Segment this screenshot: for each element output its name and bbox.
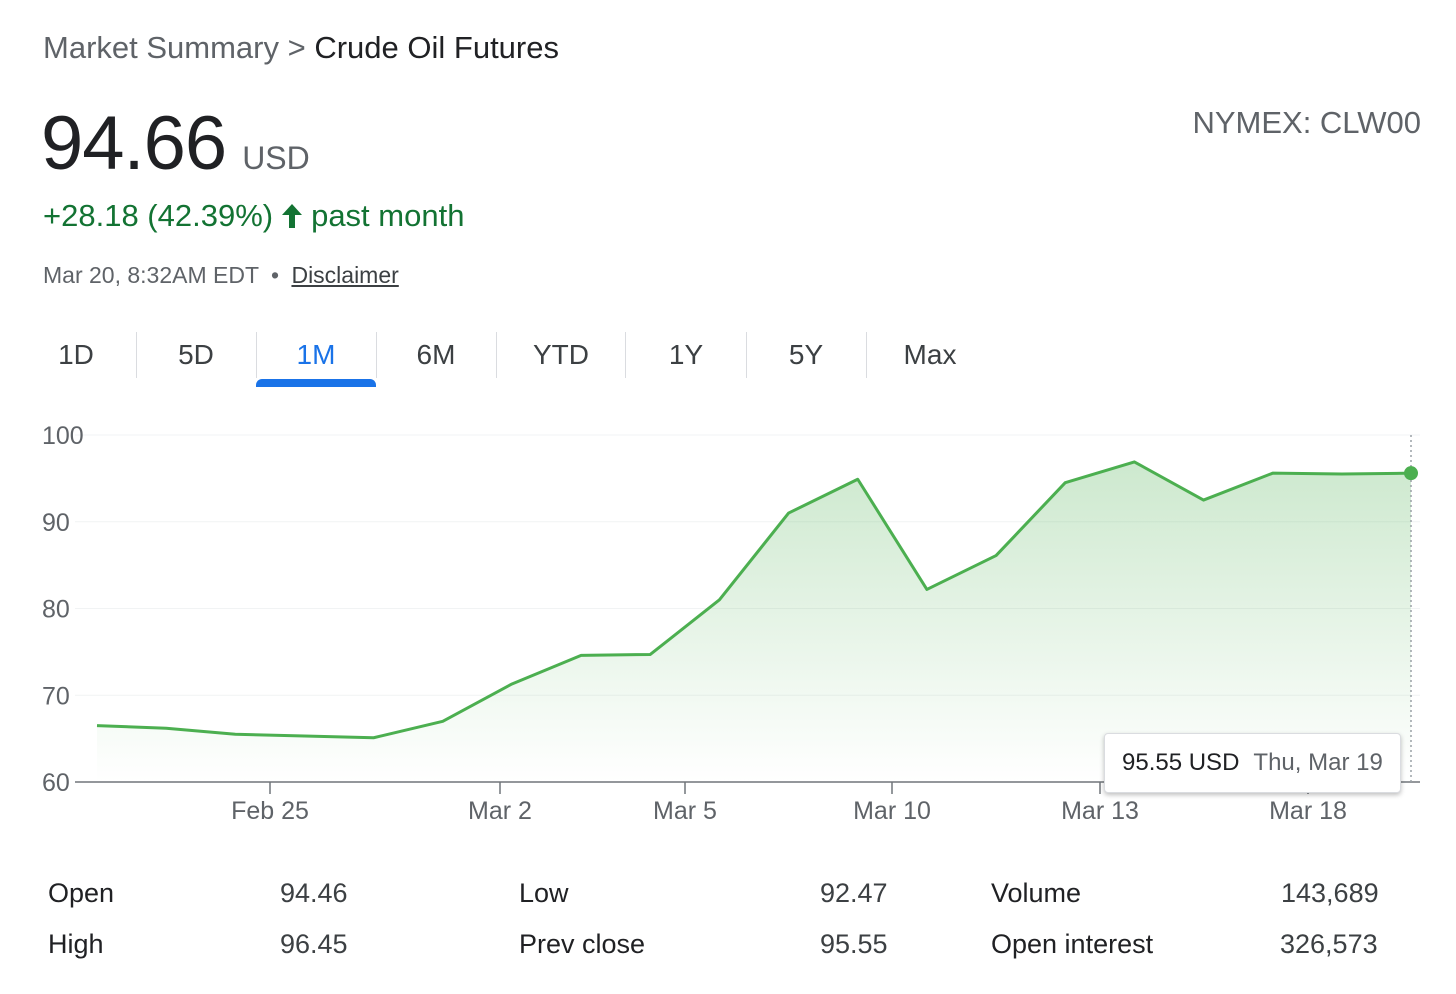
currency-label: USD (242, 140, 310, 176)
stat-value-prev-close: 95.55 (820, 929, 888, 959)
x-tick-label: Mar 2 (468, 797, 532, 825)
stat-label-volume: Volume (991, 878, 1082, 908)
tab-divider (496, 332, 497, 378)
price-area (97, 461, 1411, 782)
x-tick-label: Mar 18 (1269, 797, 1347, 825)
tab-divider (746, 332, 747, 378)
tab-max[interactable]: Max (903, 339, 957, 370)
tab-divider (625, 332, 626, 378)
tab-1d[interactable]: 1D (58, 339, 94, 370)
y-tick-label: 60 (42, 769, 70, 797)
chart-tooltip: 95.55 USD Thu, Mar 19 (1104, 733, 1401, 793)
tab-divider (256, 332, 257, 378)
breadcrumb-separator: > (287, 30, 306, 65)
stat-value-open: 94.46 (280, 878, 348, 908)
tab-5y[interactable]: 5Y (788, 339, 824, 370)
price-row: 94.66 USD (41, 100, 310, 187)
breadcrumb-parent[interactable]: Market Summary (43, 30, 279, 65)
timestamp: Mar 20, 8:32AM EDT (43, 262, 259, 288)
y-tick-label: 90 (42, 509, 70, 537)
stat-value-low: 92.47 (820, 878, 888, 908)
tooltip-date: Thu, Mar 19 (1253, 749, 1383, 776)
stat-value-high: 96.45 (280, 929, 348, 959)
arrow-up-icon (281, 203, 303, 229)
y-tick-label: 80 (42, 596, 70, 624)
tab-divider (136, 332, 137, 378)
price-change: +28.18 (42.39%) past month (43, 198, 464, 234)
change-value: +28.18 (42.39%) (43, 198, 274, 233)
tab-5d[interactable]: 5D (178, 339, 214, 370)
stat-label-open: Open (48, 878, 115, 908)
current-point (1404, 466, 1418, 481)
stat-label-open-interest: Open interest (991, 929, 1154, 959)
stat-label-high: High (48, 929, 104, 959)
exchange-ticker: NYMEX: CLW00 (1192, 105, 1421, 140)
stat-value-volume: 143,689 (1281, 878, 1379, 908)
tab-divider (376, 332, 377, 378)
x-tick-label: Mar 10 (853, 797, 931, 825)
y-tick-label: 70 (42, 682, 70, 710)
breadcrumb-current: Crude Oil Futures (314, 30, 559, 65)
stat-value-open-interest: 326,573 (1280, 929, 1378, 959)
x-tick-label: Feb 25 (231, 797, 309, 825)
x-tick-label: Mar 5 (653, 797, 717, 825)
tab-1y[interactable]: 1Y (668, 339, 704, 370)
stat-label-prev-close: Prev close (519, 929, 646, 959)
tooltip-price: 95.55 USD (1122, 749, 1240, 776)
change-period: past month (311, 198, 465, 233)
disclaimer-link[interactable]: Disclaimer (291, 262, 399, 288)
tab-6m[interactable]: 6M (416, 339, 456, 370)
stat-label-low: Low (519, 878, 569, 908)
current-price: 94.66 (41, 101, 227, 186)
tab-ytd[interactable]: YTD (533, 339, 589, 370)
y-tick-label: 100 (42, 422, 84, 450)
active-tab-indicator (256, 379, 376, 387)
timestamp-separator: • (271, 262, 280, 288)
breadcrumb: Market Summary > Crude Oil Futures (43, 30, 559, 66)
price-line (96, 460, 1412, 740)
tab-divider (866, 332, 867, 378)
timestamp-row: Mar 20, 8:32AM EDT • Disclaimer (43, 262, 399, 289)
x-tick-label: Mar 13 (1061, 797, 1139, 825)
price-chart[interactable]: 100 90 80 70 60 Feb 25 Mar 2 Mar 5 Mar 10 Mar 13 M… (0, 410, 1456, 830)
tab-1m[interactable]: 1M (296, 339, 336, 370)
